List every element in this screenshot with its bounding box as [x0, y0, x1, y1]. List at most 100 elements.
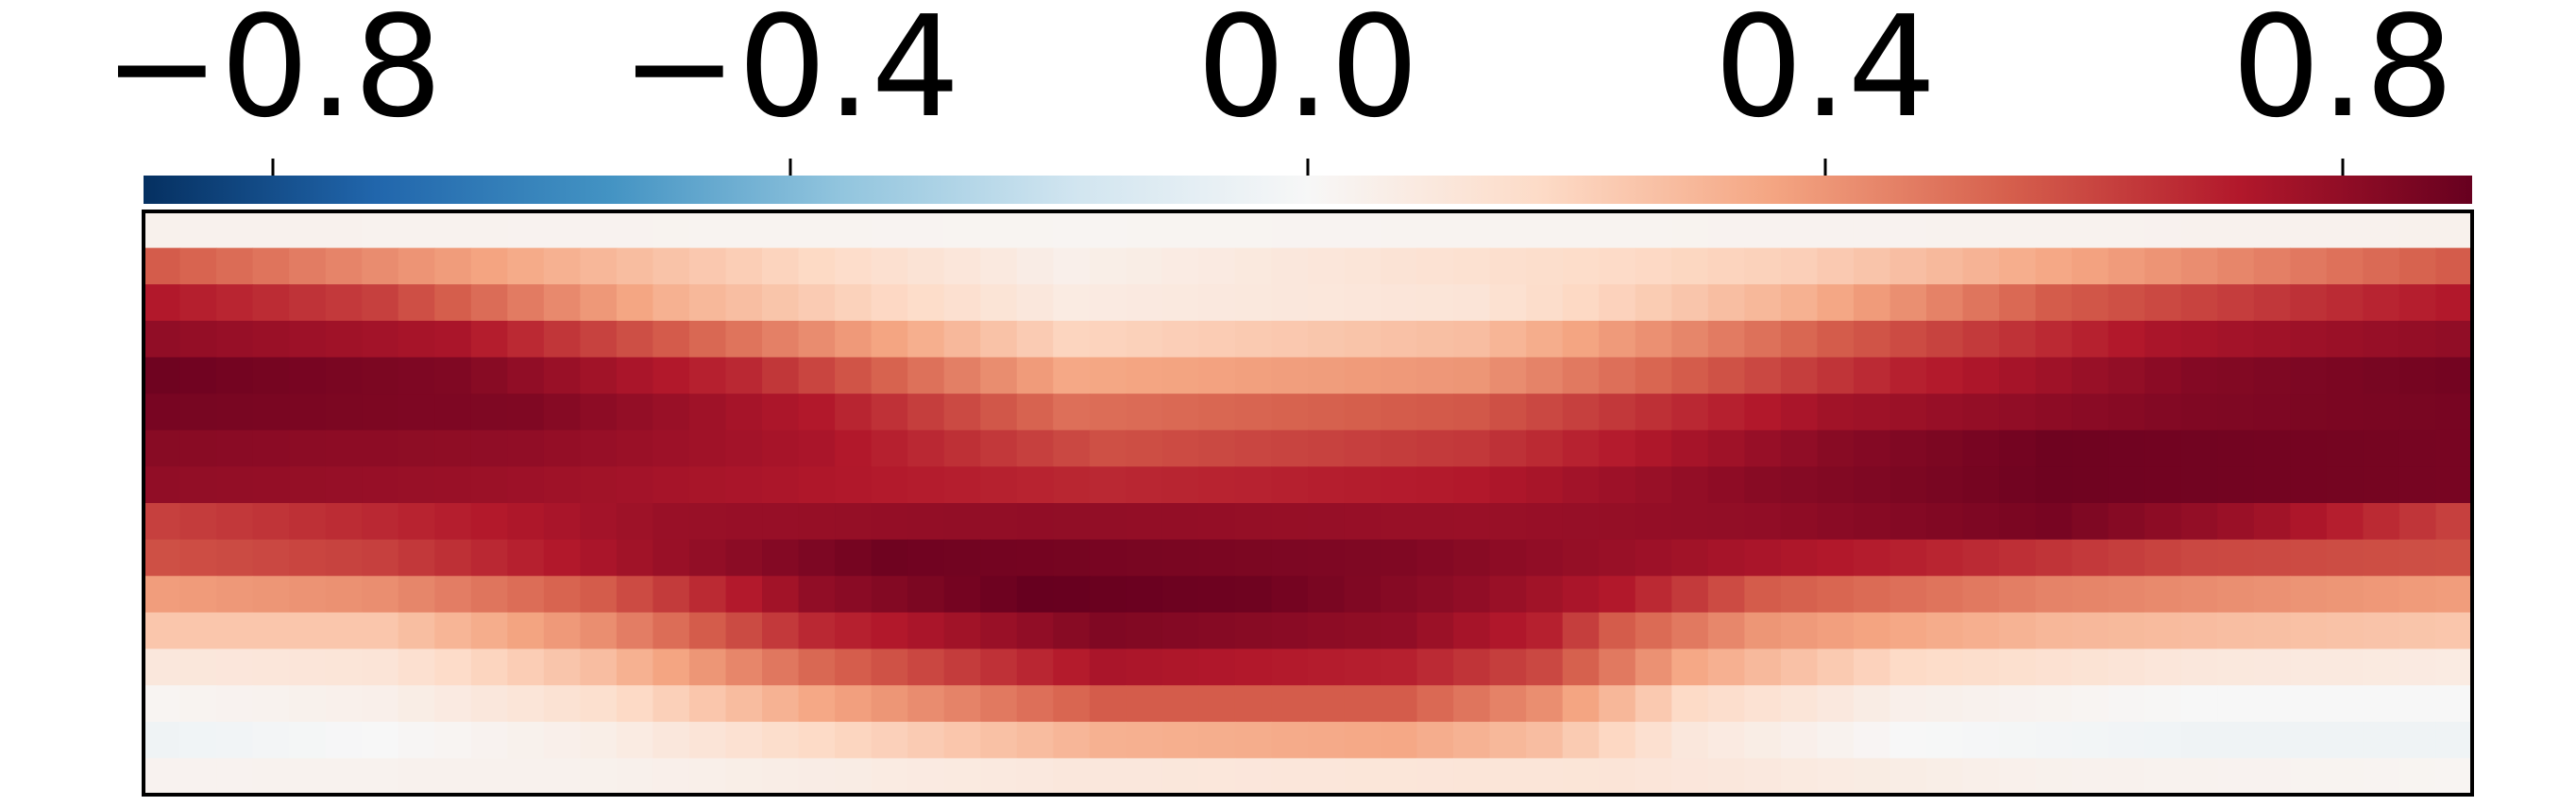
heatmap-cell [762, 247, 800, 285]
heatmap-cell [1853, 721, 1891, 759]
heatmap-cell [2290, 612, 2328, 650]
heatmap-cell [1926, 721, 1964, 759]
heatmap-cell [398, 429, 435, 467]
heatmap-cell [652, 539, 690, 577]
heatmap-cell [1089, 539, 1127, 577]
heatmap-cell [871, 211, 908, 249]
heatmap-cell [289, 247, 327, 285]
heatmap-cell [907, 284, 945, 322]
heatmap-cell [2435, 576, 2473, 613]
heatmap-cell [980, 612, 1018, 650]
heatmap-cell [1053, 721, 1091, 759]
heatmap-cell [2072, 247, 2110, 285]
heatmap-cell [252, 247, 290, 285]
heatmap-cell [652, 685, 690, 723]
heatmap-cell [2435, 758, 2473, 796]
heatmap-cell [507, 758, 545, 796]
heatmap-cell [543, 539, 581, 577]
heatmap-cell [798, 284, 836, 322]
heatmap-cell [179, 648, 217, 686]
heatmap-cell [1016, 320, 1054, 359]
heatmap-cell [144, 648, 181, 686]
heatmap-cell [1671, 247, 1709, 285]
heatmap-cell [2290, 284, 2328, 322]
heatmap-cell [688, 648, 727, 686]
heatmap-cell [1635, 466, 1672, 504]
heatmap-cell [1308, 466, 1346, 504]
heatmap-cell [1381, 685, 1418, 723]
heatmap-cell [2253, 466, 2291, 504]
heatmap-cell [1016, 648, 1054, 686]
colorbar-ticks: −0.8 −0.4 0.0 0.4 0.8 [103, 0, 2454, 176]
heatmap-cell [507, 648, 545, 686]
heatmap-cell [1671, 758, 1709, 796]
heatmap-cell [652, 466, 690, 504]
heatmap-cell [1308, 284, 1346, 322]
heatmap-cell [688, 466, 727, 504]
heatmap-cell [762, 320, 800, 359]
heatmap-cell [1234, 576, 1273, 613]
heatmap-cell [216, 429, 254, 467]
heatmap-cell [144, 320, 181, 359]
heatmap-cell [1453, 429, 1491, 467]
heatmap-cell [252, 721, 290, 759]
heatmap-cell [507, 357, 545, 395]
heatmap-cell [2072, 685, 2110, 723]
heatmap-cell [470, 247, 508, 285]
heatmap-cell [252, 576, 290, 613]
heatmap-cell [1599, 576, 1636, 613]
heatmap-cell [1381, 612, 1418, 650]
heatmap-cell [943, 466, 981, 504]
heatmap-cell [289, 284, 327, 322]
heatmap-cell [1234, 211, 1273, 249]
heatmap-cell [1853, 648, 1891, 686]
heatmap-cell [2363, 284, 2400, 322]
heatmap-cell [1053, 466, 1091, 504]
heatmap-cell [1381, 539, 1418, 577]
heatmap-cell [2180, 211, 2218, 249]
heatmap-cell [580, 612, 618, 650]
heatmap-cell [871, 357, 908, 395]
heatmap-cell [2217, 247, 2255, 285]
heatmap-cell [1089, 429, 1127, 467]
heatmap-cell [398, 357, 435, 395]
heatmap-cell [2108, 466, 2145, 504]
heatmap-cell [216, 357, 254, 395]
heatmap-cell [2144, 211, 2182, 249]
heatmap-cell [762, 648, 800, 686]
heatmap-cell [2180, 503, 2218, 541]
heatmap-cell [2398, 320, 2437, 359]
heatmap-cell [2398, 685, 2437, 723]
heatmap-cell [871, 721, 908, 759]
heatmap-cell [1089, 503, 1127, 541]
heatmap-cell [1780, 612, 1819, 650]
heatmap-cell [252, 685, 290, 723]
heatmap-cell [289, 576, 327, 613]
heatmap-cell [1962, 721, 2000, 759]
heatmap-cell [1744, 648, 1782, 686]
heatmap-cell [216, 211, 254, 249]
heatmap-cell [1526, 685, 1564, 723]
heatmap-cell [1016, 211, 1054, 249]
heatmap-cell [1817, 466, 1855, 504]
heatmap-cell [1234, 284, 1273, 322]
heatmap-cell [179, 685, 217, 723]
heatmap-cell [1562, 685, 1600, 723]
heatmap-cell [1016, 429, 1054, 467]
heatmap-cell [725, 648, 763, 686]
heatmap-cell [2253, 211, 2291, 249]
heatmap-cell [1489, 284, 1527, 322]
heatmap-cell [1890, 394, 1927, 431]
heatmap-cell [470, 612, 508, 650]
heatmap-cell [762, 576, 800, 613]
heatmap-cell [1853, 503, 1891, 541]
heatmap-cell [1161, 503, 1200, 541]
heatmap-cell [2326, 539, 2364, 577]
heatmap-cell [1016, 539, 1054, 577]
heatmap-cell [2398, 576, 2437, 613]
heatmap-cell [1926, 284, 1964, 322]
heatmap-cell [1926, 429, 1964, 467]
heatmap-cell [2253, 394, 2291, 431]
heatmap-cell [1453, 284, 1491, 322]
heatmap-cell [1635, 284, 1672, 322]
